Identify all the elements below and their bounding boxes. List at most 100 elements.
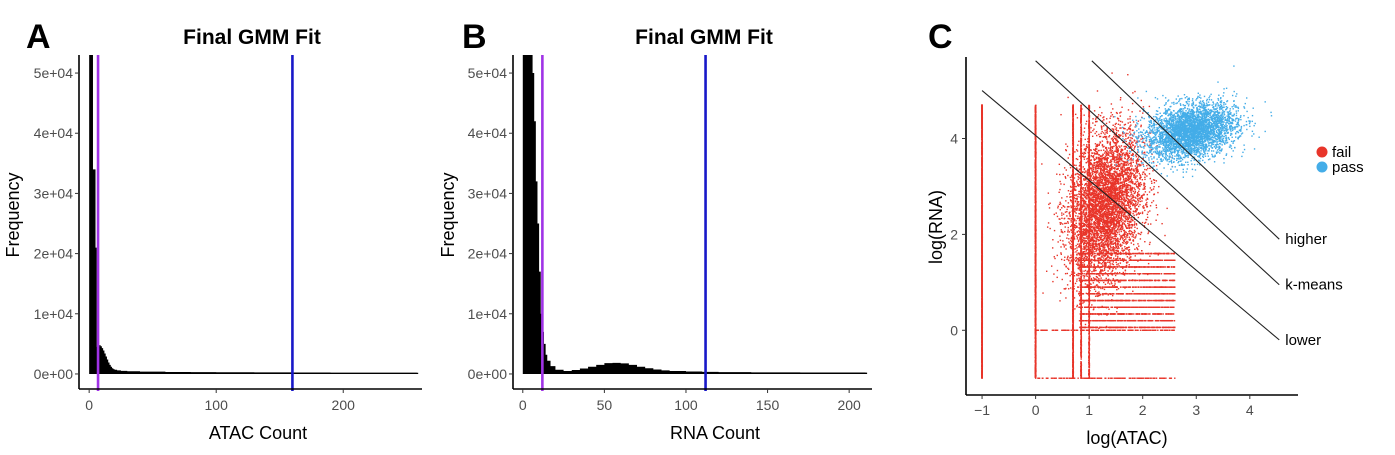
fail-point (1035, 246, 1037, 248)
fail-point (981, 277, 983, 279)
y-tick-label: 3e+04 (468, 185, 508, 201)
fail-point (1034, 368, 1037, 371)
fail-point (1035, 355, 1037, 357)
x-tick-label: 100 (674, 397, 698, 413)
fail-point (1034, 289, 1037, 291)
fail-point (1034, 214, 1037, 216)
fail-point (1034, 183, 1037, 185)
fail-point (981, 306, 983, 309)
fail-point (981, 320, 983, 322)
fail-point (981, 316, 983, 319)
fail-point (981, 108, 983, 111)
fail-point (981, 154, 983, 157)
fail-point (1035, 191, 1037, 193)
fail-point (981, 292, 983, 295)
fail-point (981, 211, 983, 213)
fail-point (1072, 161, 1074, 163)
fail-point (981, 253, 983, 255)
fail-point (981, 310, 983, 312)
fail-point (1072, 342, 1075, 344)
fail-point (981, 220, 983, 222)
fail-point (981, 119, 983, 121)
y-tick-label: 3e+04 (34, 185, 74, 201)
y-tick-label: 1e+04 (468, 306, 508, 322)
fail-point (1035, 162, 1037, 164)
fail-point (981, 299, 983, 301)
fail-point (1034, 172, 1037, 175)
panel-a: A Final GMM Fit 0e+001e+042e+043e+044e+0… (3, 18, 422, 443)
fail-point (981, 136, 983, 138)
fail-point (981, 247, 983, 249)
fail-point (1035, 352, 1037, 355)
fail-point (981, 312, 983, 315)
fail-point (981, 142, 983, 145)
fail-point (1035, 208, 1037, 210)
fail-point (1035, 198, 1037, 200)
fail-point (1034, 145, 1037, 147)
fail-point (981, 205, 983, 207)
fail-point (1035, 254, 1037, 257)
fail-point (1035, 279, 1037, 281)
panel-letter-a: A (26, 18, 51, 56)
fail-point (1034, 369, 1037, 372)
fail-point (1034, 186, 1037, 188)
fail-point (1034, 350, 1037, 352)
fail-point (981, 252, 983, 254)
fail-point (1034, 169, 1037, 171)
fail-point (981, 106, 983, 108)
fail-point (981, 212, 983, 214)
fail-point (1034, 224, 1037, 227)
fail-point (1034, 137, 1037, 139)
fail-point (1035, 374, 1037, 376)
histogram-bars (522, 55, 868, 374)
fail-point (1034, 274, 1037, 276)
fail-point (981, 221, 983, 224)
fail-point (1034, 174, 1037, 177)
fail-point (1035, 340, 1037, 342)
fail-point (1035, 286, 1037, 289)
fail-point (1035, 147, 1037, 149)
fail-point (1034, 366, 1037, 368)
fail-point (1072, 118, 1074, 120)
fail-point (981, 192, 983, 194)
fail-point (1035, 324, 1037, 327)
panel-a-xlabel: ATAC Count (209, 423, 307, 443)
fail-point (1034, 107, 1037, 109)
fail-point (1035, 305, 1037, 308)
fail-point (981, 209, 983, 211)
fail-point (981, 351, 983, 353)
fail-point (981, 297, 983, 300)
y-tick-label: 4e+04 (34, 125, 74, 141)
y-tick-label: 0e+00 (468, 366, 508, 382)
fail-point (981, 324, 983, 326)
fail-point (981, 330, 983, 332)
fail-point (981, 161, 983, 163)
fail-point (1034, 267, 1037, 269)
fail-point (1034, 155, 1037, 157)
fail-point (981, 249, 983, 251)
fail-point (981, 254, 983, 256)
panel-b-title: Final GMM Fit (635, 26, 773, 49)
fail-point (981, 263, 983, 266)
x-tick-label: 200 (837, 397, 861, 413)
fail-point (1034, 195, 1037, 198)
fail-point (981, 235, 984, 237)
fail-point (1034, 226, 1037, 229)
fail-point (1034, 220, 1037, 222)
fail-point (981, 139, 983, 141)
fail-point (981, 359, 983, 362)
x-tick-label: 0 (85, 397, 93, 413)
fail-point (981, 197, 983, 199)
fail-point (1034, 116, 1037, 118)
fail-point (1034, 189, 1037, 191)
fail-point (1034, 237, 1037, 239)
histogram-bars (89, 55, 419, 374)
fail-point (981, 162, 983, 165)
fail-point (981, 216, 983, 219)
fail-point (1035, 244, 1037, 247)
fail-point (1034, 281, 1037, 284)
fail-point (981, 361, 983, 363)
fail-point (1035, 148, 1037, 151)
